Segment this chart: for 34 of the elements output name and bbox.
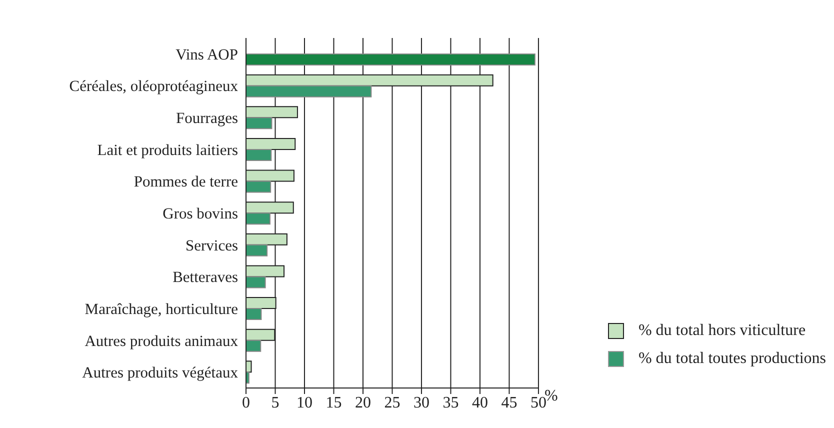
y-tick-label: Gros bovins (162, 206, 238, 223)
y-tick-label: Pommes de terre (134, 174, 238, 191)
x-tick-label: 35 (442, 394, 459, 412)
y-tick-label: Vins AOP (176, 46, 238, 64)
bar (246, 340, 262, 352)
x-tick-label: 30 (413, 394, 430, 412)
x-tick-label: 25 (384, 394, 400, 412)
x-tick-label: 40 (472, 394, 488, 412)
y-tick-label: Céréales, oléoprotéagineux (69, 78, 238, 96)
y-tick-label: Lait et produits laitiers (97, 142, 238, 159)
bar (246, 117, 272, 130)
bar (246, 212, 270, 225)
x-tick-label: 10 (296, 394, 312, 412)
bar (246, 85, 372, 98)
bar (246, 148, 272, 161)
x-tick-label: 5 (271, 394, 280, 412)
y-tick-label: Autres produits végétaux (82, 364, 238, 382)
x-tick-label: 50 (530, 394, 546, 412)
bar (246, 244, 268, 256)
bar (246, 276, 266, 288)
y-tick-label: Fourrages (176, 110, 238, 128)
bar (246, 180, 272, 193)
x-tick-label: 45 (501, 394, 518, 412)
legend-label: % du total toutes productions (638, 350, 826, 368)
x-tick-label: 15 (326, 394, 342, 412)
x-tick-label: 0 (242, 394, 250, 412)
bar (246, 308, 262, 320)
legend-label: % du total hors viticulture (638, 322, 806, 340)
y-tick-label: Maraîchage, horticulture (84, 300, 238, 318)
bar (246, 54, 536, 66)
y-tick-label: Autres produits animaux (84, 332, 238, 350)
y-tick-label: Betteraves (172, 269, 238, 286)
x-tick-label: 20 (354, 394, 371, 412)
y-tick-label: Services (185, 237, 238, 254)
